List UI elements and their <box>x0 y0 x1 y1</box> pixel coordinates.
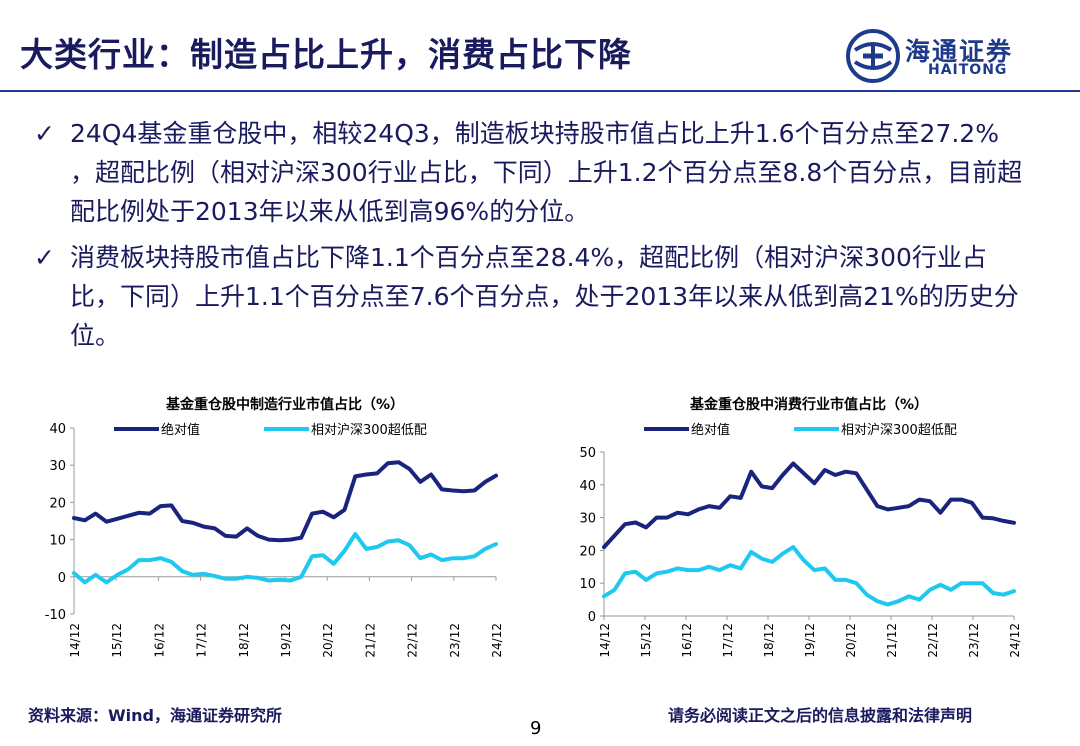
x-tick-label: 16/12 <box>680 623 694 658</box>
y-tick-label: -10 <box>45 608 66 623</box>
disclaimer-note: 请务必阅读正文之后的信息披露和法律声明 <box>668 706 973 725</box>
consumer-share-chart: 基金重仓股中消费行业市值占比（%） 绝对值 相对沪深300超低配 0 10 20 30 40 5… <box>579 396 1022 658</box>
y-tick-label: 10 <box>579 577 596 592</box>
x-tick-label: 23/12 <box>448 623 462 658</box>
legend-label: 绝对值 <box>161 422 200 438</box>
x-tick-label: 20/12 <box>844 623 858 658</box>
x-tick-label: 24/12 <box>490 623 504 658</box>
y-tick-label: 30 <box>49 459 66 474</box>
logo-text: 海通证券 <box>905 37 1014 66</box>
company-logo: 海通证券 HAITONG <box>845 28 1045 83</box>
x-tick-label: 22/12 <box>406 623 420 658</box>
y-tick-label: 40 <box>579 479 596 494</box>
bullet-text: 消费板块持股市值占比下降1.1个百分点至28.4%，超配比例（相对沪深300行业… <box>70 243 1019 350</box>
y-tick-label: 20 <box>579 544 596 559</box>
series-line-relative <box>72 532 498 585</box>
x-tick-label: 15/12 <box>639 623 653 658</box>
legend-label: 相对沪深300超低配 <box>841 422 957 438</box>
y-tick-label: 20 <box>49 496 66 511</box>
page-title: 大类行业：制造占比上升，消费占比下降 <box>20 35 632 74</box>
x-tick-label: 19/12 <box>279 623 293 658</box>
chart-title: 基金重仓股中制造行业市值占比（%） <box>166 396 404 413</box>
y-tick-label: 30 <box>579 512 596 527</box>
x-tick-label: 18/12 <box>237 623 251 658</box>
legend-label: 绝对值 <box>691 422 730 438</box>
series-line-absolute <box>72 460 498 543</box>
y-tick-label: 0 <box>58 571 66 586</box>
x-tick-label: 19/12 <box>803 623 817 658</box>
x-tick-label: 17/12 <box>195 623 209 658</box>
x-tick-label: 15/12 <box>110 623 124 658</box>
x-tick-label: 23/12 <box>967 623 981 658</box>
x-tick-label: 21/12 <box>363 623 377 658</box>
haitong-logo-icon <box>846 29 900 83</box>
x-tick-label: 21/12 <box>885 623 899 658</box>
series-line-relative <box>602 545 1016 607</box>
y-tick-label: 10 <box>49 534 66 549</box>
x-tick-label: 17/12 <box>721 623 735 658</box>
x-tick-label: 18/12 <box>762 623 776 658</box>
x-tick-label: 14/12 <box>68 623 82 658</box>
y-tick-label: 40 <box>49 422 66 437</box>
x-tick-label: 14/12 <box>598 623 612 658</box>
logo-subtext: HAITONG <box>928 62 1008 78</box>
manufacturing-share-chart: 基金重仓股中制造行业市值占比（%） 绝对值 相对沪深300超低配 -10 0 10 20 30… <box>45 396 504 658</box>
header-divider <box>0 90 1080 92</box>
x-tick-label: 20/12 <box>321 623 335 658</box>
page-number: 9 <box>530 718 542 739</box>
check-icon: ✓ <box>34 243 55 272</box>
bullet-text: 24Q4基金重仓股中，相较24Q3，制造板块持股市值占比上升1.6个百分点至27… <box>70 119 1023 226</box>
y-tick-label: 50 <box>579 446 596 461</box>
chart-title: 基金重仓股中消费行业市值占比（%） <box>690 396 928 413</box>
x-tick-label: 24/12 <box>1008 623 1022 658</box>
series-line-absolute <box>602 461 1016 550</box>
legend-label: 相对沪深300超低配 <box>311 422 427 438</box>
x-tick-label: 22/12 <box>926 623 940 658</box>
x-tick-label: 16/12 <box>152 623 166 658</box>
source-note: 资料来源：Wind，海通证券研究所 <box>28 706 282 725</box>
y-tick-label: 0 <box>588 610 596 625</box>
check-icon: ✓ <box>34 119 55 148</box>
